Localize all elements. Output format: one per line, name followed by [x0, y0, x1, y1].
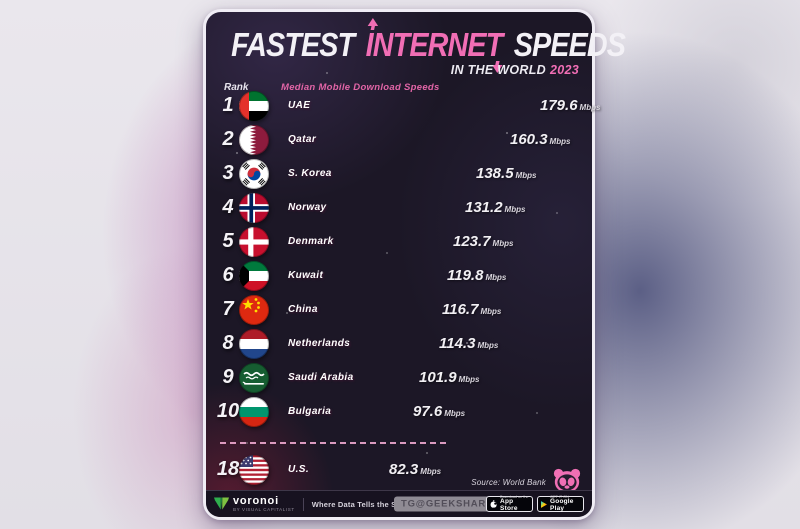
country-label: Kuwait — [288, 270, 324, 281]
speed-bar: Norway — [254, 198, 458, 217]
country-label: China — [288, 304, 318, 315]
voronoi-brand-sub: BY VISUAL CAPITALIST — [233, 506, 295, 512]
flag-icon-netherlands — [239, 329, 269, 359]
speed-bar: Bulgaria — [254, 402, 406, 421]
page-title: FASTEST INTERNET SPEEDS — [231, 18, 626, 73]
down-arrow-icon — [491, 65, 503, 73]
rank-label: 2 — [222, 128, 234, 150]
subtitle-year: 2023 — [549, 63, 579, 77]
infographic-card: FASTEST INTERNET SPEEDS IN THE WORLD 2023… — [203, 9, 626, 520]
chart-rows: 1 UAE 179.6 Mbps 2 Qatar 160.3 Mbps 3 S. Korea 138… — [206, 89, 600, 487]
speed-bar: UAE — [254, 96, 533, 115]
chart-row-saudi-arabia: 9 Saudi Arabia 101.9 Mbps — [206, 361, 592, 395]
speed-bar: Denmark — [254, 232, 446, 251]
chart-row-uae: 1 UAE 179.6 Mbps — [206, 89, 600, 123]
google-play-icon — [541, 500, 548, 508]
store-badges: Download on the App Store GET IT ON Goog… — [486, 494, 584, 512]
speed-value: 119.8 Mbps — [447, 267, 507, 284]
appstore-line2: App Store — [500, 498, 518, 512]
title-speeds: SPEEDS — [513, 26, 626, 63]
speed-value: 123.7 Mbps — [453, 233, 514, 250]
apple-icon — [490, 500, 497, 508]
google-play-badge[interactable]: GET IT ON Google Play — [537, 494, 584, 512]
up-arrow-icon — [367, 18, 378, 26]
country-label: Netherlands — [288, 338, 351, 349]
geekshare-panda-logo — [553, 468, 581, 493]
title-fastest: FASTEST — [231, 26, 355, 63]
subtitle: IN THE WORLD 2023 — [450, 63, 579, 77]
speed-bar: Netherlands — [254, 334, 432, 353]
app-store-badge[interactable]: Download on the App Store — [486, 494, 533, 512]
speed-value: 97.6 Mbps — [413, 403, 466, 420]
country-label: Denmark — [288, 236, 334, 247]
dashed-separator — [220, 442, 446, 444]
chart-row-denmark: 5 Denmark 123.7 Mbps — [206, 225, 592, 259]
flag-icon-qatar — [239, 125, 269, 155]
voronoi-brand: voronoi BY VISUAL CAPITALIST — [214, 494, 295, 513]
chart-row-u-s-: 18 U.S. 82.3 Mbps — [206, 453, 592, 487]
rank-label: 1 — [222, 94, 234, 116]
gplay-line2: Google Play — [550, 498, 574, 512]
flag-icon-uae — [239, 91, 269, 121]
country-label: S. Korea — [288, 168, 332, 179]
chart-row-kuwait: 6 Kuwait 119.8 Mbps — [206, 259, 592, 293]
country-label: Bulgaria — [288, 406, 332, 417]
chart-row-netherlands: 8 Netherlands 114.3 Mbps — [206, 327, 592, 361]
footer-bar: voronoi BY VISUAL CAPITALIST Where Data … — [206, 490, 592, 517]
gplay-line1: GET IT ON — [550, 494, 569, 499]
appstore-line1: Download on the — [500, 494, 529, 499]
chart-row-china: 7 China 116.7 Mbps — [206, 293, 592, 327]
rank-label: 10 — [216, 400, 240, 422]
rank-label: 4 — [222, 196, 234, 218]
speed-bar: China — [254, 300, 435, 319]
chart-row-s-korea: 3 S. Korea 138.5 Mbps — [206, 157, 592, 191]
rank-label: 5 — [222, 230, 234, 252]
speed-bar: S. Korea — [254, 164, 469, 183]
speed-value: 179.6 Mbps — [540, 97, 601, 114]
chart-row-qatar: 2 Qatar 160.3 Mbps — [206, 123, 592, 157]
rank-label: 3 — [222, 162, 234, 184]
speed-bar: Kuwait — [254, 266, 440, 285]
speed-value: 114.3 Mbps — [439, 335, 499, 352]
rank-label: 9 — [222, 366, 234, 388]
watermark-badge: TG@GEEKSHARE — [394, 496, 501, 512]
flag-icon-denmark — [239, 227, 269, 257]
source-label: Source: World Bank — [471, 478, 546, 487]
speed-value: 131.2 Mbps — [465, 199, 526, 216]
rank-label: 18 — [216, 458, 240, 480]
speed-value: 101.9 Mbps — [419, 369, 480, 386]
title-internet: INTERNET — [366, 18, 503, 73]
speed-bar: Saudi Arabia — [254, 368, 412, 387]
footer-tagline: Where Data Tells the Story — [311, 499, 412, 509]
country-label: Qatar — [288, 134, 317, 145]
country-label: U.S. — [288, 464, 310, 475]
flag-icon-norway — [239, 193, 269, 223]
country-label: Norway — [288, 202, 327, 213]
speed-bar: U.S. — [254, 460, 382, 479]
rank-label: 8 — [222, 332, 234, 354]
metric-column-header: Median Mobile Download Speeds — [281, 82, 440, 93]
voronoi-brand-name: voronoi — [233, 494, 279, 507]
rank-label: 7 — [222, 298, 234, 320]
flag-icon-skorea — [239, 159, 269, 189]
flag-icon-kuwait — [239, 261, 269, 291]
rank-column-header: Rank — [224, 82, 249, 93]
voronoi-logo-icon — [214, 497, 229, 510]
flag-icon-us — [239, 455, 269, 485]
speed-value: 138.5 Mbps — [476, 165, 537, 182]
country-label: Saudi Arabia — [288, 372, 354, 383]
speed-bar: Qatar — [254, 130, 503, 149]
flag-icon-china — [239, 295, 269, 325]
country-label: UAE — [288, 100, 311, 111]
chart-row-bulgaria: 10 Bulgaria 97.6 Mbps — [206, 395, 592, 429]
flag-icon-saudi — [239, 363, 269, 393]
speed-value: 82.3 Mbps — [389, 461, 442, 478]
chart-row-norway: 4 Norway 131.2 Mbps — [206, 191, 592, 225]
footer-divider — [302, 497, 304, 511]
speed-value: 160.3 Mbps — [510, 131, 571, 148]
flag-icon-bulgaria — [239, 397, 269, 427]
rank-label: 6 — [222, 264, 234, 286]
speed-value: 116.7 Mbps — [442, 301, 502, 318]
